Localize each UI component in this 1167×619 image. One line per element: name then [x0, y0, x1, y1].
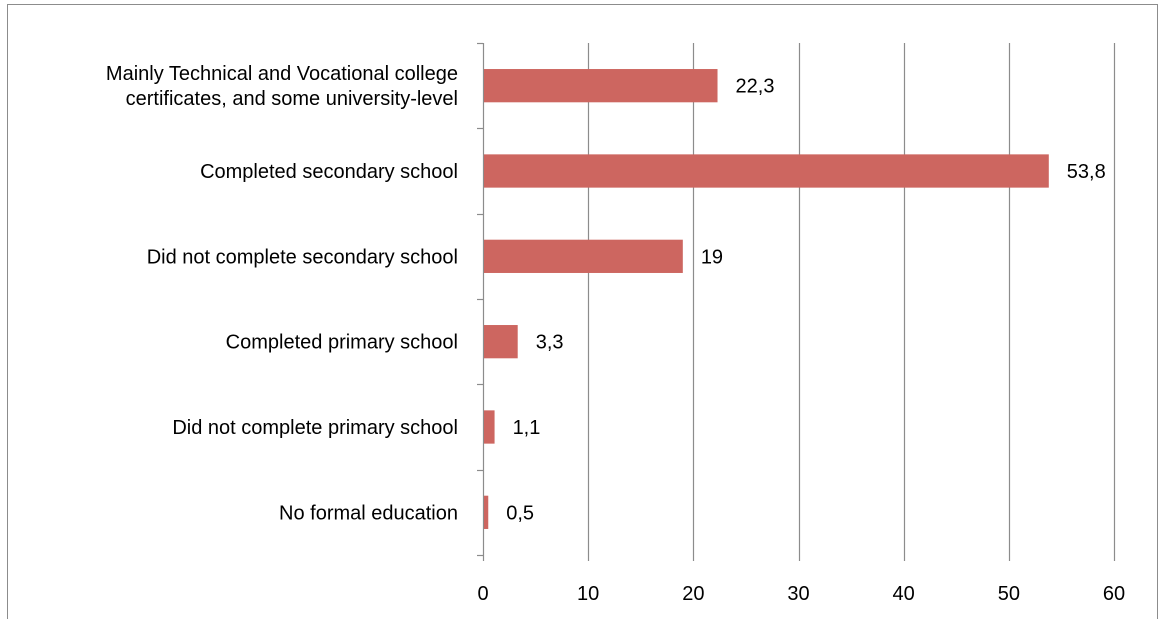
axes	[477, 42, 1116, 561]
chart-border	[7, 4, 1158, 619]
category-labels: Mainly Technical and Vocational college c…	[106, 63, 458, 524]
category-label: Mainly Technical and Vocational college	[106, 63, 458, 85]
category-label: No formal education	[279, 502, 458, 524]
data-label: 53,8	[1067, 161, 1106, 183]
x-tick-label: 20	[682, 583, 704, 605]
x-tick-label: 30	[787, 583, 809, 605]
bar	[484, 325, 518, 359]
data-label: 0,5	[506, 502, 534, 524]
data-labels: 22,3 53,8 19 3,3 1,1 0,5	[506, 76, 1105, 525]
data-label: 22,3	[736, 76, 775, 98]
bar	[484, 239, 683, 273]
x-tick-label: 50	[998, 583, 1020, 605]
x-tick-label: 10	[577, 583, 599, 605]
data-label: 19	[701, 246, 723, 268]
x-tick-label: 60	[1103, 583, 1125, 605]
bars	[484, 69, 1049, 529]
gridlines	[587, 43, 1116, 555]
bar	[484, 410, 495, 444]
data-label: 1,1	[513, 417, 541, 439]
bar	[484, 69, 718, 103]
data-label: 3,3	[536, 332, 564, 354]
category-label: certificates, and some university-level	[126, 88, 458, 110]
category-label: Completed primary school	[226, 332, 458, 354]
category-label: Completed secondary school	[200, 161, 458, 183]
bar	[484, 154, 1049, 188]
x-tick-labels: 0 10 20 30 40 50 60	[477, 583, 1125, 605]
bar	[484, 495, 489, 529]
category-label: Did not complete secondary school	[147, 246, 458, 268]
x-tick-label: 40	[893, 583, 915, 605]
category-label: Did not complete primary school	[172, 417, 458, 439]
x-tick-label: 0	[477, 583, 488, 605]
